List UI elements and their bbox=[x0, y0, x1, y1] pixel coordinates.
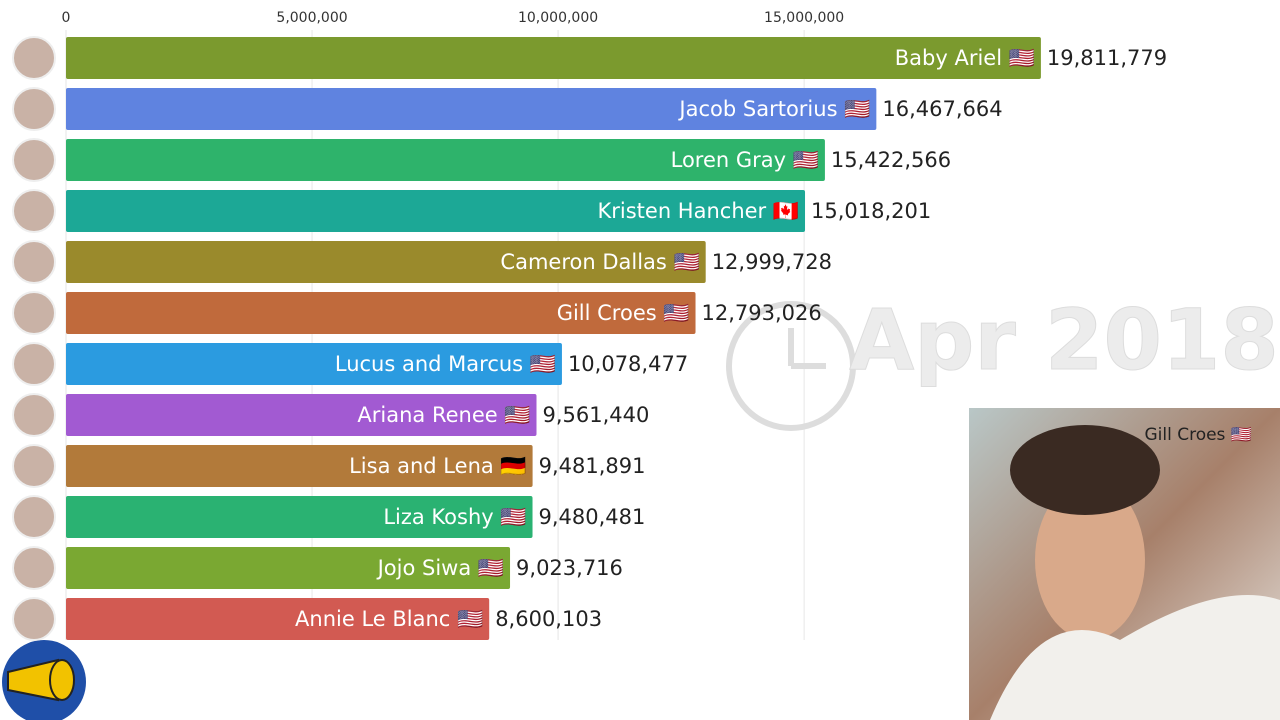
bar bbox=[66, 496, 533, 538]
logo bbox=[2, 640, 86, 720]
avatar bbox=[12, 240, 56, 284]
avatar bbox=[12, 393, 56, 437]
value-label: 10,078,477 bbox=[568, 352, 688, 376]
avatar bbox=[12, 495, 56, 539]
value-label: 16,467,664 bbox=[882, 97, 1002, 121]
bar-label: Annie Le Blanc 🇺🇸 bbox=[295, 607, 483, 631]
value-label: 15,422,566 bbox=[831, 148, 951, 172]
value-label: 19,811,779 bbox=[1047, 46, 1167, 70]
bar-label: Baby Ariel 🇺🇸 bbox=[895, 46, 1035, 70]
bar-label: Lucus and Marcus 🇺🇸 bbox=[335, 352, 556, 376]
bar-label: Cameron Dallas 🇺🇸 bbox=[500, 250, 699, 274]
avatar bbox=[12, 546, 56, 590]
bar bbox=[66, 241, 706, 283]
x-tick-label: 10,000,000 bbox=[518, 10, 598, 26]
photo-caption: Gill Croes 🇺🇸 bbox=[1144, 425, 1252, 445]
value-label: 8,600,103 bbox=[495, 607, 602, 631]
bar bbox=[66, 343, 562, 385]
bar-label: Gill Croes 🇺🇸 bbox=[557, 301, 690, 325]
bar-label: Liza Koshy 🇺🇸 bbox=[383, 505, 526, 529]
bar-label: Lisa and Lena 🇩🇪 bbox=[349, 454, 526, 478]
bar bbox=[66, 88, 877, 130]
avatar bbox=[12, 444, 56, 488]
x-tick-label: 0 bbox=[62, 10, 71, 26]
bar bbox=[66, 139, 825, 181]
clock-icon bbox=[726, 301, 856, 431]
value-label: 12,999,728 bbox=[712, 250, 832, 274]
avatar bbox=[12, 87, 56, 131]
value-label: 9,480,481 bbox=[539, 505, 646, 529]
bar bbox=[66, 292, 696, 334]
avatar bbox=[12, 36, 56, 80]
bar-label: Jacob Sartorius 🇺🇸 bbox=[677, 97, 870, 121]
value-label: 9,561,440 bbox=[543, 403, 650, 427]
value-label: 9,023,716 bbox=[516, 556, 623, 580]
avatar bbox=[12, 189, 56, 233]
avatar bbox=[12, 138, 56, 182]
date-label: Apr 2018 bbox=[849, 291, 1279, 389]
value-label: 15,018,201 bbox=[811, 199, 931, 223]
bar-label: Kristen Hancher 🇨🇦 bbox=[597, 199, 799, 223]
avatar bbox=[12, 291, 56, 335]
avatar bbox=[12, 597, 56, 641]
value-label: 12,793,026 bbox=[702, 301, 822, 325]
avatar bbox=[12, 342, 56, 386]
photo-panel: Gill Croes 🇺🇸 bbox=[969, 408, 1280, 720]
x-tick-label: 15,000,000 bbox=[764, 10, 844, 26]
bar bbox=[66, 190, 806, 232]
value-label: 9,481,891 bbox=[539, 454, 646, 478]
bar-label: Jojo Siwa 🇺🇸 bbox=[376, 556, 504, 580]
x-tick-label: 5,000,000 bbox=[276, 10, 347, 26]
bar bbox=[66, 37, 1041, 79]
bar-label: Loren Gray 🇺🇸 bbox=[671, 148, 819, 172]
bar bbox=[66, 598, 490, 640]
bar bbox=[66, 445, 533, 487]
bar bbox=[66, 394, 537, 436]
bar-label: Ariana Renee 🇺🇸 bbox=[357, 403, 530, 427]
bar bbox=[66, 547, 511, 589]
